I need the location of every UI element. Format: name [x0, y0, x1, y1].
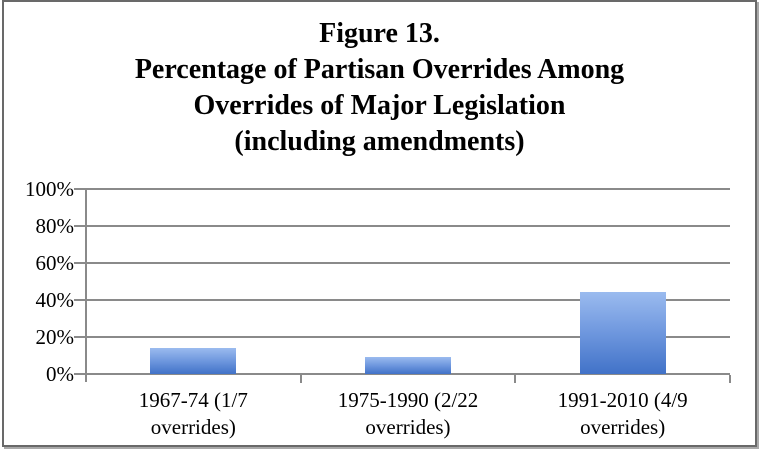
title-line-3: Overrides of Major Legislation — [193, 90, 566, 121]
y-tick-label-60%: 60% — [35, 251, 75, 275]
y-axis-tick-40% — [74, 299, 86, 301]
bar-1991-2010 — [579, 291, 666, 374]
x-axis-line — [86, 373, 730, 375]
y-tick-label-80%: 80% — [35, 214, 75, 238]
y-axis-tick-0% — [74, 373, 86, 375]
x-axis-tick-2 — [514, 375, 517, 383]
gridline-100% — [86, 188, 730, 190]
y-axis-tick-80% — [74, 225, 86, 227]
x-category-label-2: 1975-1990 (2/22 overrides) — [337, 388, 479, 439]
y-axis-tick-60% — [74, 262, 86, 264]
x-category-label-1: 1967-74 (1/7 overrides) — [138, 388, 248, 439]
bar-1967-74 — [150, 347, 237, 374]
gridline-80% — [86, 225, 730, 227]
y-tick-label-100%: 100% — [25, 177, 74, 201]
x-axis-tick-3 — [729, 375, 731, 383]
y-tick-label-40%: 40% — [35, 288, 75, 312]
gridline-60% — [86, 262, 730, 264]
title-line-4: (including amendments) — [234, 126, 525, 157]
title-line-1: Figure 13. — [319, 18, 440, 49]
chart-title: Figure 13. Percentage of Partisan Overri… — [2, 16, 757, 160]
y-tick-label-20%: 20% — [35, 325, 75, 349]
x-axis-tick-1 — [299, 375, 302, 383]
bar-1975-1990 — [365, 357, 451, 374]
y-axis-tick-100% — [74, 188, 86, 190]
y-tick-label-0%: 0% — [46, 362, 74, 386]
gridline-20% — [86, 336, 730, 338]
y-axis-tick-20% — [74, 336, 86, 338]
title-line-2: Percentage of Partisan Overrides Among — [134, 54, 625, 85]
gridline-40% — [86, 299, 730, 301]
x-category-label-3: 1991-2010 (4/9 overrides) — [557, 388, 688, 439]
y-axis-line — [85, 188, 87, 382]
